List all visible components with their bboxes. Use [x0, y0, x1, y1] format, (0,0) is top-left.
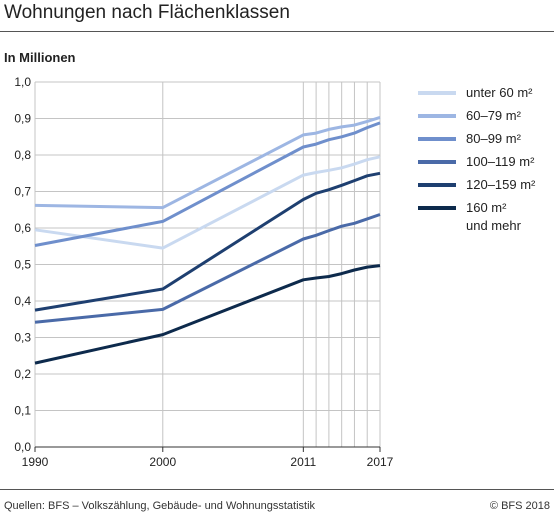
- y-tick-label: 0,9: [14, 112, 31, 126]
- series-line-4: [34, 213, 381, 324]
- series-line-1: [34, 155, 381, 250]
- y-tick-label: 0,8: [14, 148, 31, 162]
- footer-divider: [0, 489, 554, 490]
- legend: unter 60 m² 60–79 m² 80–99 m² 100–119 m² 120…: [418, 85, 536, 233]
- x-tick-label: 2000: [149, 455, 176, 469]
- y-tick-label: 0,7: [14, 185, 31, 199]
- series-line-2: [34, 115, 381, 210]
- legend-label: unter 60 m²: [466, 85, 533, 100]
- series-lines: [34, 115, 381, 365]
- legend-label: 60–79 m²: [466, 108, 522, 123]
- legend-label: 80–99 m²: [466, 131, 522, 146]
- y-tick-label: 0,2: [14, 367, 31, 381]
- copyright-note: © BFS 2018: [489, 500, 550, 512]
- series-line-3: [34, 121, 381, 247]
- legend-label: 120–159 m²: [466, 177, 536, 192]
- y-tick-label: 0,0: [14, 440, 31, 454]
- chart-title: Wohnungen nach Flächenklassen: [4, 2, 290, 23]
- title-divider: [0, 31, 554, 32]
- source-note: Quellen: BFS – Volkszählung, Gebäude- un…: [4, 500, 316, 512]
- series-line-6: [34, 264, 381, 365]
- y-axis-unit-label: In Millionen: [4, 50, 76, 65]
- y-tick-labels: 0,0 0,1 0,2 0,3 0,4 0,5 0,6 0,7 0,8 0,9 1,0: [14, 75, 31, 454]
- y-tick-label: 0,4: [14, 294, 31, 308]
- x-tick-label: 2017: [367, 455, 394, 469]
- y-tick-label: 0,1: [14, 404, 31, 418]
- legend-label: 160 m² und mehr: [466, 200, 522, 233]
- legend-label: 100–119 m²: [466, 154, 535, 169]
- y-tick-label: 1,0: [14, 75, 31, 89]
- series-line-5: [34, 171, 381, 312]
- x-tick-labels: 1990 2000 2011 2017: [22, 447, 394, 469]
- y-tick-label: 0,3: [14, 331, 31, 345]
- y-tick-label: 0,5: [14, 258, 31, 272]
- x-tick-label: 2011: [290, 455, 316, 469]
- grid-lines: [34, 81, 381, 448]
- y-tick-label: 0,6: [14, 221, 31, 235]
- x-tick-label: 1990: [22, 455, 49, 469]
